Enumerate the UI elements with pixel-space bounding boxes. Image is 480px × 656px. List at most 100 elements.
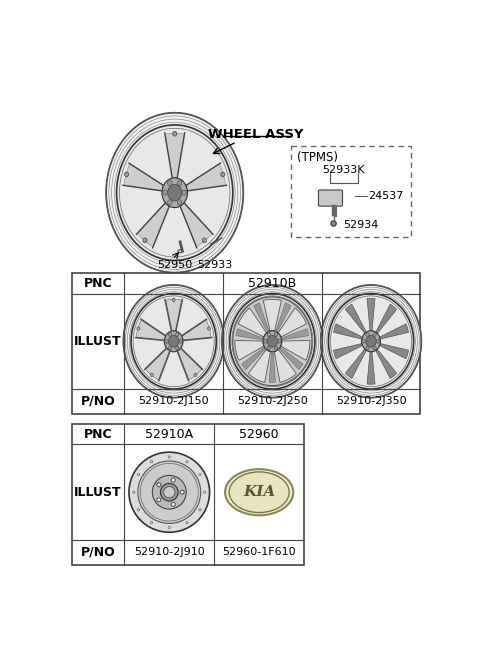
Ellipse shape xyxy=(162,178,188,207)
FancyBboxPatch shape xyxy=(318,190,343,206)
Ellipse shape xyxy=(180,490,184,494)
Ellipse shape xyxy=(125,172,129,177)
Text: PNC: PNC xyxy=(84,428,112,441)
Text: 52910B: 52910B xyxy=(248,277,297,290)
Polygon shape xyxy=(376,349,396,379)
Ellipse shape xyxy=(150,373,154,377)
Text: 52910-2J250: 52910-2J250 xyxy=(237,396,308,406)
Text: 52910-2J150: 52910-2J150 xyxy=(138,396,209,406)
Polygon shape xyxy=(274,350,296,382)
Text: 52960-1F610: 52960-1F610 xyxy=(222,547,296,557)
Ellipse shape xyxy=(176,333,179,337)
Polygon shape xyxy=(269,353,276,382)
Ellipse shape xyxy=(222,285,323,398)
Ellipse shape xyxy=(366,335,376,347)
Ellipse shape xyxy=(168,333,172,337)
Ellipse shape xyxy=(138,461,201,523)
Ellipse shape xyxy=(328,293,414,389)
Ellipse shape xyxy=(186,461,188,462)
Polygon shape xyxy=(238,308,267,337)
Ellipse shape xyxy=(157,483,161,487)
Polygon shape xyxy=(281,340,310,360)
Ellipse shape xyxy=(186,522,188,524)
Ellipse shape xyxy=(361,331,381,352)
Polygon shape xyxy=(180,203,212,247)
Ellipse shape xyxy=(168,526,170,529)
Ellipse shape xyxy=(129,452,210,532)
Ellipse shape xyxy=(164,487,175,498)
Ellipse shape xyxy=(179,339,182,343)
Ellipse shape xyxy=(366,333,369,337)
Polygon shape xyxy=(186,164,226,191)
Ellipse shape xyxy=(331,221,336,226)
Ellipse shape xyxy=(204,491,206,493)
Text: P/NO: P/NO xyxy=(81,395,115,408)
Ellipse shape xyxy=(152,476,186,509)
Ellipse shape xyxy=(225,469,293,516)
Ellipse shape xyxy=(199,508,201,511)
Polygon shape xyxy=(124,164,164,191)
Polygon shape xyxy=(177,348,202,380)
Polygon shape xyxy=(263,299,281,331)
Ellipse shape xyxy=(203,238,206,243)
Polygon shape xyxy=(165,299,182,332)
Ellipse shape xyxy=(172,298,175,301)
Ellipse shape xyxy=(207,327,210,330)
Text: 24537: 24537 xyxy=(369,191,404,201)
Ellipse shape xyxy=(168,180,172,186)
Ellipse shape xyxy=(194,373,197,377)
Ellipse shape xyxy=(267,335,277,347)
Ellipse shape xyxy=(263,331,282,352)
Text: ILLUST: ILLUST xyxy=(74,485,122,499)
Ellipse shape xyxy=(177,200,182,205)
Polygon shape xyxy=(346,349,366,379)
Ellipse shape xyxy=(274,333,277,337)
Ellipse shape xyxy=(177,180,182,186)
Ellipse shape xyxy=(150,522,153,524)
Polygon shape xyxy=(280,348,303,369)
Ellipse shape xyxy=(168,346,172,350)
Bar xyxy=(72,273,420,414)
Polygon shape xyxy=(380,344,408,359)
Ellipse shape xyxy=(168,200,172,205)
Ellipse shape xyxy=(230,293,315,389)
Text: 52950: 52950 xyxy=(157,260,192,270)
Text: 52910-2J350: 52910-2J350 xyxy=(336,396,407,406)
Text: ILLUST: ILLUST xyxy=(74,335,122,348)
Ellipse shape xyxy=(264,339,267,343)
Ellipse shape xyxy=(373,346,376,350)
Text: 52910A: 52910A xyxy=(145,428,193,441)
Ellipse shape xyxy=(176,346,179,350)
Polygon shape xyxy=(248,350,270,382)
Polygon shape xyxy=(242,348,265,369)
Text: P/NO: P/NO xyxy=(81,546,115,559)
Ellipse shape xyxy=(373,333,376,337)
Text: 52910-2J910: 52910-2J910 xyxy=(134,547,204,557)
Ellipse shape xyxy=(137,327,140,330)
Ellipse shape xyxy=(171,502,175,506)
Ellipse shape xyxy=(366,346,369,350)
Ellipse shape xyxy=(137,508,140,511)
Polygon shape xyxy=(282,329,309,340)
Ellipse shape xyxy=(199,474,201,476)
Ellipse shape xyxy=(321,285,421,398)
Ellipse shape xyxy=(168,184,182,201)
Ellipse shape xyxy=(132,491,135,493)
Ellipse shape xyxy=(182,190,187,195)
Polygon shape xyxy=(367,352,375,384)
Text: 52960: 52960 xyxy=(240,428,279,441)
Polygon shape xyxy=(235,340,264,360)
Text: PNC: PNC xyxy=(84,277,112,290)
Bar xyxy=(72,424,304,565)
Ellipse shape xyxy=(376,339,380,343)
Polygon shape xyxy=(367,298,375,331)
Ellipse shape xyxy=(168,335,179,347)
Text: 52933: 52933 xyxy=(197,260,233,270)
Polygon shape xyxy=(253,303,269,331)
Ellipse shape xyxy=(123,285,224,398)
Polygon shape xyxy=(276,303,291,331)
Polygon shape xyxy=(334,344,362,359)
Ellipse shape xyxy=(267,346,270,350)
Polygon shape xyxy=(346,304,366,333)
Ellipse shape xyxy=(106,113,243,273)
